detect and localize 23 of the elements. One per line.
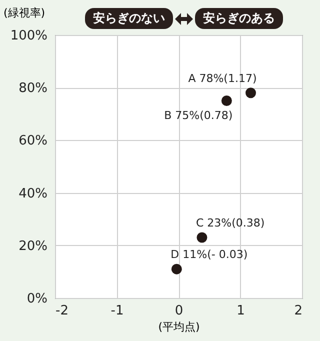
data-label: A 78%(1.17): [188, 72, 257, 85]
x-axis-title: (平均点): [158, 320, 200, 334]
y-tick-label: 60%: [18, 134, 48, 149]
x-tick-label: 0: [174, 304, 184, 318]
data-label: C 23%(0.38): [196, 216, 265, 230]
y-tick-label: 20%: [18, 238, 48, 254]
point: [171, 264, 182, 274]
y-axis-title: (緑視率): [4, 6, 46, 20]
y-tick-label: 80%: [18, 81, 48, 96]
point: [221, 96, 232, 106]
point: [246, 88, 256, 98]
x-tick-label: 2: [294, 304, 302, 318]
text: 安らぎのある: [195, 8, 283, 29]
point: [196, 232, 208, 243]
y-tick-label: 0%: [26, 292, 48, 306]
text: 安らぎのない: [85, 8, 173, 29]
y-tick-label: 100%: [10, 28, 48, 44]
data-label: B 75%(0.78): [164, 108, 233, 122]
y-tick-label: 40%: [18, 186, 48, 202]
x-tick-label: -1: [110, 304, 124, 318]
data-label: D 11%(- 0.03): [170, 248, 248, 262]
x-tick-label: -2: [56, 304, 68, 318]
x-tick-label: 1: [236, 304, 245, 318]
